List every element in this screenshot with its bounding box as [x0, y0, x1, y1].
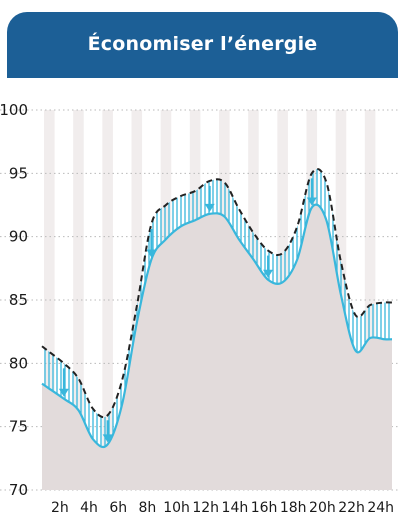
reduced-consumption-line — [41, 203, 393, 449]
x-tick-label: 10h — [163, 500, 190, 516]
y-tick-label: 80 — [9, 354, 28, 372]
y-tick-label: 100 — [0, 101, 28, 119]
y-tick-label: 85 — [9, 291, 28, 309]
x-tick-label: 4h — [80, 500, 98, 516]
chart-title: Économiser l’énergie — [87, 33, 318, 55]
savings-arrow-head — [58, 388, 69, 397]
consumption-area — [42, 204, 392, 490]
column-stripe — [44, 110, 55, 490]
x-tick-label: 18h — [280, 500, 307, 516]
savings-arrow-head — [146, 249, 157, 258]
x-tick-label: 16h — [251, 500, 278, 516]
x-tick-label: 24h — [367, 500, 394, 516]
x-tick-label: 8h — [138, 500, 156, 516]
savings-arrow-head — [204, 203, 215, 212]
column-stripe — [73, 110, 84, 490]
x-tick-label: 6h — [109, 500, 127, 516]
savings-arrow-head — [306, 197, 317, 206]
savings-arrow-head — [102, 434, 113, 443]
x-tick-label: 22h — [338, 500, 365, 516]
x-tick-label: 2h — [51, 500, 69, 516]
column-stripe — [131, 110, 143, 490]
y-tick-label: 70 — [9, 481, 28, 499]
x-tick-label: 12h — [192, 500, 219, 516]
column-stripe — [102, 110, 113, 490]
savings-arrow-head — [263, 269, 274, 278]
title-bar: Économiser l’énergie — [7, 12, 398, 78]
y-tick-label: 75 — [9, 418, 28, 436]
x-tick-label: 20h — [309, 500, 336, 516]
x-tick-label: 14h — [222, 500, 249, 516]
y-tick-label: 95 — [9, 164, 28, 182]
y-tick-label: 90 — [9, 228, 28, 246]
